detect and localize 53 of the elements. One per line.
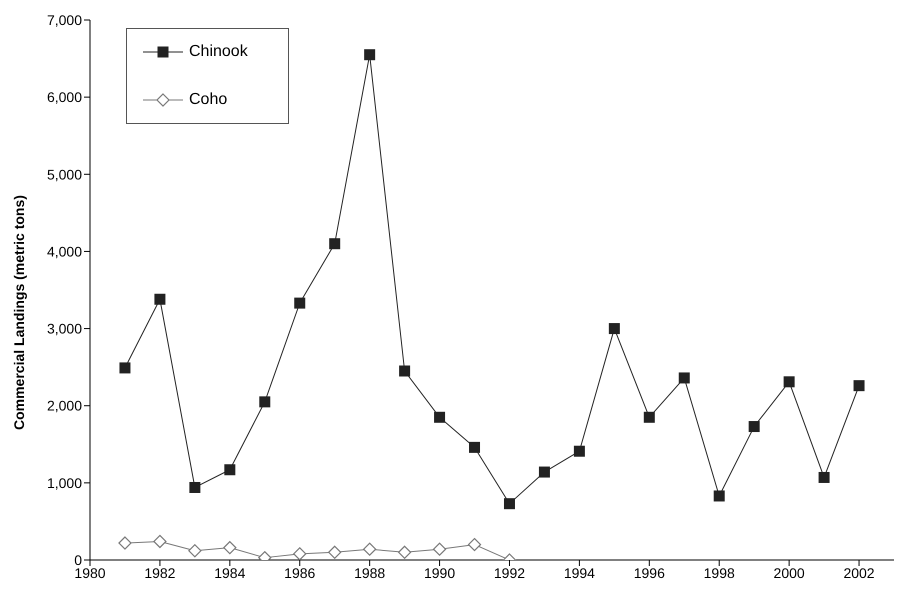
point [329,238,340,250]
point [504,498,515,510]
point [468,538,482,552]
x-tick-label: 2000 [774,564,805,581]
x-tick-label: 1988 [354,564,386,581]
point [608,323,620,334]
point [224,464,236,476]
point [294,298,306,309]
point [293,547,306,560]
x-tick-label: 1984 [214,564,246,581]
y-tick-label: 3,000 [46,320,82,337]
point [432,542,446,556]
point [223,541,236,554]
x-tick-label: 2002 [843,564,875,581]
point [748,421,760,432]
y-axis-title: Commercial Landings (metric tons) [10,195,27,430]
point [399,366,410,376]
point [714,490,725,502]
x-tick-label: 1994 [564,564,596,581]
y-tick-label: 6,000 [46,89,82,106]
x-tick-label: 1986 [284,564,316,581]
point [644,412,655,423]
x-tick-label: 1990 [424,564,456,581]
y-tick-label: 1,000 [46,474,82,491]
point [784,376,795,388]
y-tick-label: 5,000 [46,166,82,182]
point [854,380,865,392]
point [364,49,376,60]
y-tick-label: 2,000 [46,398,82,414]
point [259,396,270,408]
point [574,446,585,457]
point [154,294,166,305]
point [398,546,412,559]
point [328,546,342,559]
point [188,544,202,558]
point [469,442,480,453]
point [153,534,167,548]
point [678,372,690,384]
x-tick-label: 1992 [494,564,526,581]
y-tick-label: 7,000 [46,12,82,28]
x-tick-label: 1996 [634,564,666,581]
point [118,536,132,550]
x-tick-label: 1982 [144,564,176,581]
point [538,466,550,478]
x-tick-label: 1998 [704,564,735,581]
point [119,362,130,374]
point [189,482,200,493]
y-tick-label: 4,000 [46,243,82,260]
point [434,412,446,423]
point [818,472,830,483]
legend-label: Chinook [189,43,248,61]
point [363,542,376,556]
legend-label: Coho [189,91,228,109]
